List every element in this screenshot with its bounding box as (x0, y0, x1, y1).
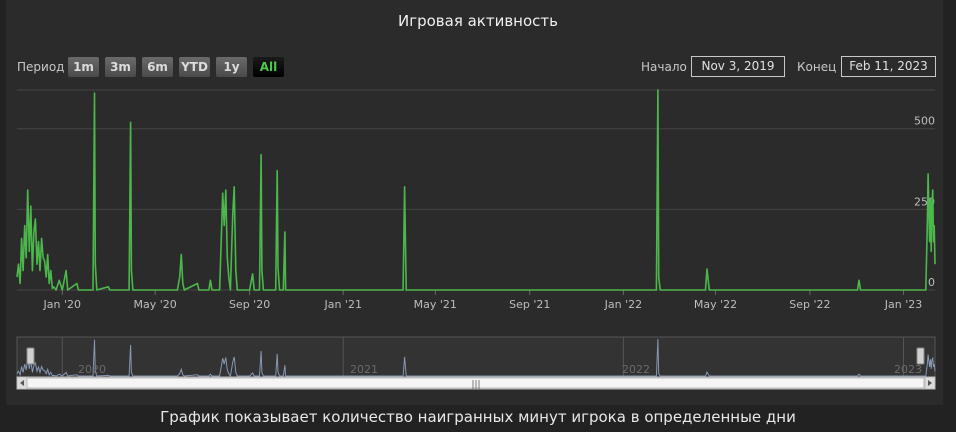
x-tick-label: Jan '21 (323, 298, 361, 311)
chart-caption: График показывает количество наигранных … (160, 408, 796, 426)
period-label: Период (17, 60, 65, 74)
x-tick-label: May '21 (414, 298, 457, 311)
navigator-left-handle[interactable] (26, 347, 35, 365)
range-all-button[interactable]: All (253, 57, 284, 77)
grid-lines (17, 89, 935, 291)
navigator-frame[interactable] (16, 336, 936, 378)
series-area (16, 89, 936, 291)
x-tick-label: Sep '21 (509, 298, 550, 311)
x-tick-label: Jan '22 (604, 298, 642, 311)
range-3m-button[interactable]: 3m (105, 57, 136, 77)
range-1m-button[interactable]: 1m (68, 57, 99, 77)
end-date-label: Конец (797, 60, 837, 74)
x-tick-label: Sep '22 (789, 298, 830, 311)
arrow-right-icon (928, 380, 932, 386)
range-ytd-button[interactable]: YTD (179, 57, 210, 77)
start-date-label: Начало (641, 60, 687, 74)
x-tick-label: May '22 (694, 298, 737, 311)
navigator-year-label: 2023 (894, 363, 922, 376)
y-tick-label: 0 (928, 276, 935, 289)
arrow-left-icon (20, 380, 24, 386)
x-tick-label: May '20 (134, 298, 177, 311)
navigator-year-label: 2021 (350, 363, 378, 376)
end-date-input[interactable]: Feb 11, 2023 (841, 56, 936, 77)
activity-series-line (16, 89, 936, 291)
x-axis-ticks: Jan '20 May '20 Sep '20 Jan '21 May '21 Sep '… (43, 290, 922, 311)
x-tick-label: Jan '20 (43, 298, 81, 311)
chart-title: Игровая активность (397, 12, 558, 30)
range-6m-button[interactable]: 6m (142, 57, 173, 77)
navigator-year-label: 2022 (622, 363, 650, 376)
x-tick-label: Sep '20 (229, 298, 270, 311)
navigator-grid (61, 337, 905, 377)
x-tick-label: Jan '23 (884, 298, 922, 311)
navigator-series-line (16, 338, 936, 378)
y-tick-label: 500 (914, 115, 935, 128)
start-date-input[interactable]: Nov 3, 2019 (691, 56, 785, 77)
navigator-right-handle[interactable] (916, 347, 925, 365)
navigator-series (16, 338, 936, 378)
scrollbar-grip: ||| (471, 380, 480, 390)
navigator-year-label: 2020 (78, 363, 106, 376)
navigator-year-labels: 2020 2021 2022 2023 (78, 363, 922, 376)
range-1y-button[interactable]: 1y (216, 57, 247, 77)
